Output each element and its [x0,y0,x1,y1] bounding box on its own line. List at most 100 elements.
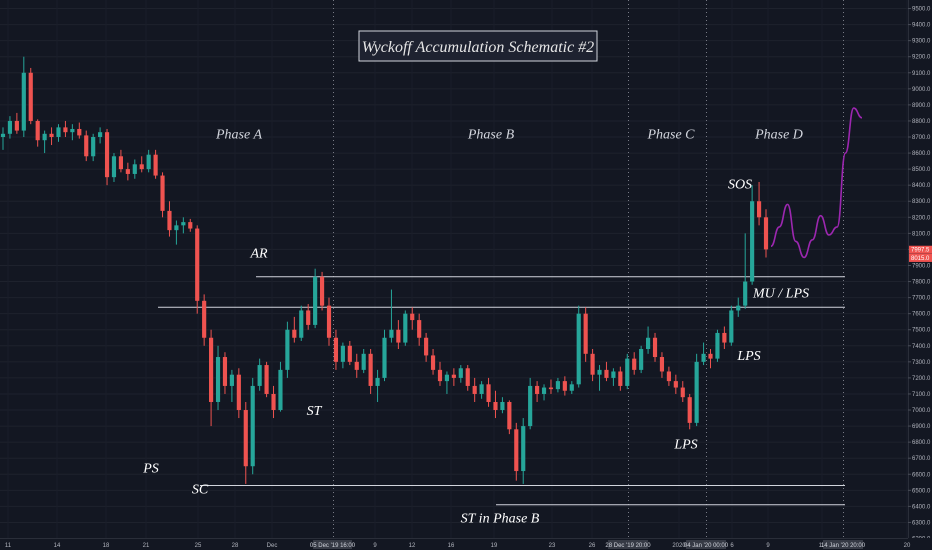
candle-body [49,133,54,138]
candle-body [132,164,137,174]
x-axis-badge [608,540,648,549]
candle-body [326,305,332,338]
x-axis-badge [686,540,726,549]
annotation-label: PS [142,462,159,477]
price-badge-label: 7997.5 [911,248,930,254]
candle-body [195,228,200,301]
x-tick-label: 9 [373,543,377,549]
x-tick-label: 2020 [672,543,686,549]
candle-body [639,348,644,370]
candle-body [91,137,96,157]
candle-body [14,120,19,131]
candle-body [56,127,61,138]
x-tick-label: 19 [491,543,498,549]
candle-body [701,353,706,362]
y-tick-label: 7400.0 [912,344,931,350]
x-tick-label: 28 [232,543,239,549]
candle-body [646,337,651,349]
y-tick-label: 8800.0 [912,119,931,125]
candle-body [555,381,560,390]
candle-body [541,387,547,394]
x-tick-label: 26 [589,543,596,549]
candle-body [118,156,123,170]
y-tick-label: 8600.0 [912,151,931,157]
annotation-label: LPS [673,438,697,453]
candle-body [306,310,311,325]
x-axis-badge-label: 28 Dec '19 20:00 [605,543,651,549]
y-axis[interactable]: 6200.06300.06400.06500.06600.06700.06800… [908,0,932,550]
candle-body [500,401,505,411]
candle-body [181,222,186,226]
y-axis-panel [908,0,932,550]
candle-body [666,371,671,382]
price-badge [909,245,932,254]
y-tick-label: 9300.0 [912,39,931,45]
chart-title-box: Wyckoff Accumulation Schematic #2 [358,30,598,62]
x-tick-label: 20 [904,543,911,549]
x-axis-panel [0,538,932,550]
candle-body [756,201,762,218]
phase-label: Phase B [467,128,515,143]
candle-body [63,127,68,133]
x-tick-label: 12 [409,543,416,549]
candle-body [153,154,158,176]
candle-body [229,374,234,386]
x-tick-label: 14 [54,543,61,549]
candle-body [7,120,13,134]
candle-body [21,72,26,131]
x-tick-label: 6 [730,543,734,549]
x-tick-label: Dec [267,543,278,549]
annotation-label: SOS [728,177,752,192]
candle-body [209,337,214,402]
x-tick-label: 9 [766,543,770,549]
candle-body [389,329,394,338]
candle-body [465,368,470,386]
projection-path [770,107,863,259]
candle-body [604,369,609,378]
x-tick-label: 23 [549,543,556,549]
candle-body [264,365,269,394]
annotation-label: MU / LPS [752,287,809,302]
candle-body [479,384,484,394]
candle-body [514,429,519,472]
candle-body [174,225,179,231]
candle-body [188,222,193,229]
candle-body [590,353,595,375]
x-axis-badge [313,540,352,549]
phase-separators [333,0,844,538]
y-tick-label: 9400.0 [912,23,931,29]
candle-body [215,357,221,402]
candle-body [486,384,491,402]
chart-title-frame [358,30,598,62]
level-lines [158,276,845,506]
candle-body [763,217,769,250]
candle-body [493,401,498,411]
candle-body [146,154,151,170]
x-axis[interactable]: 11 14 18 21 25 28 Dec 9 12 16 19 23 26 2020 6 9 13 20 05 D… [0,538,932,550]
phase-label: Phase C [646,128,695,143]
y-tick-label: 6300.0 [912,520,931,526]
x-axis-badge-label: 05 Dec '19 16:00 [310,543,356,549]
candles [0,56,769,484]
y-tick-label: 8900.0 [912,103,931,109]
grid [0,8,908,539]
candle-body [750,201,755,282]
candle-body [139,164,144,170]
candle-body [42,133,47,141]
y-tick-label: 7200.0 [912,376,931,382]
candle-body [257,365,262,386]
candle-body [354,361,359,370]
y-tick-label: 7700.0 [912,296,931,302]
candle-body [535,385,540,394]
y-tick-label: 6800.0 [912,440,931,446]
annotation-labels: Phase A Phase B Phase C Phase D PS SC AR ST ST i… [142,128,809,527]
candle-body [632,358,637,370]
y-tick-label: 8500.0 [912,167,931,173]
candle-body [729,310,734,343]
candle-body [430,355,436,370]
candle-body [375,377,380,386]
candle-body [625,358,630,386]
candle-body [521,426,526,472]
